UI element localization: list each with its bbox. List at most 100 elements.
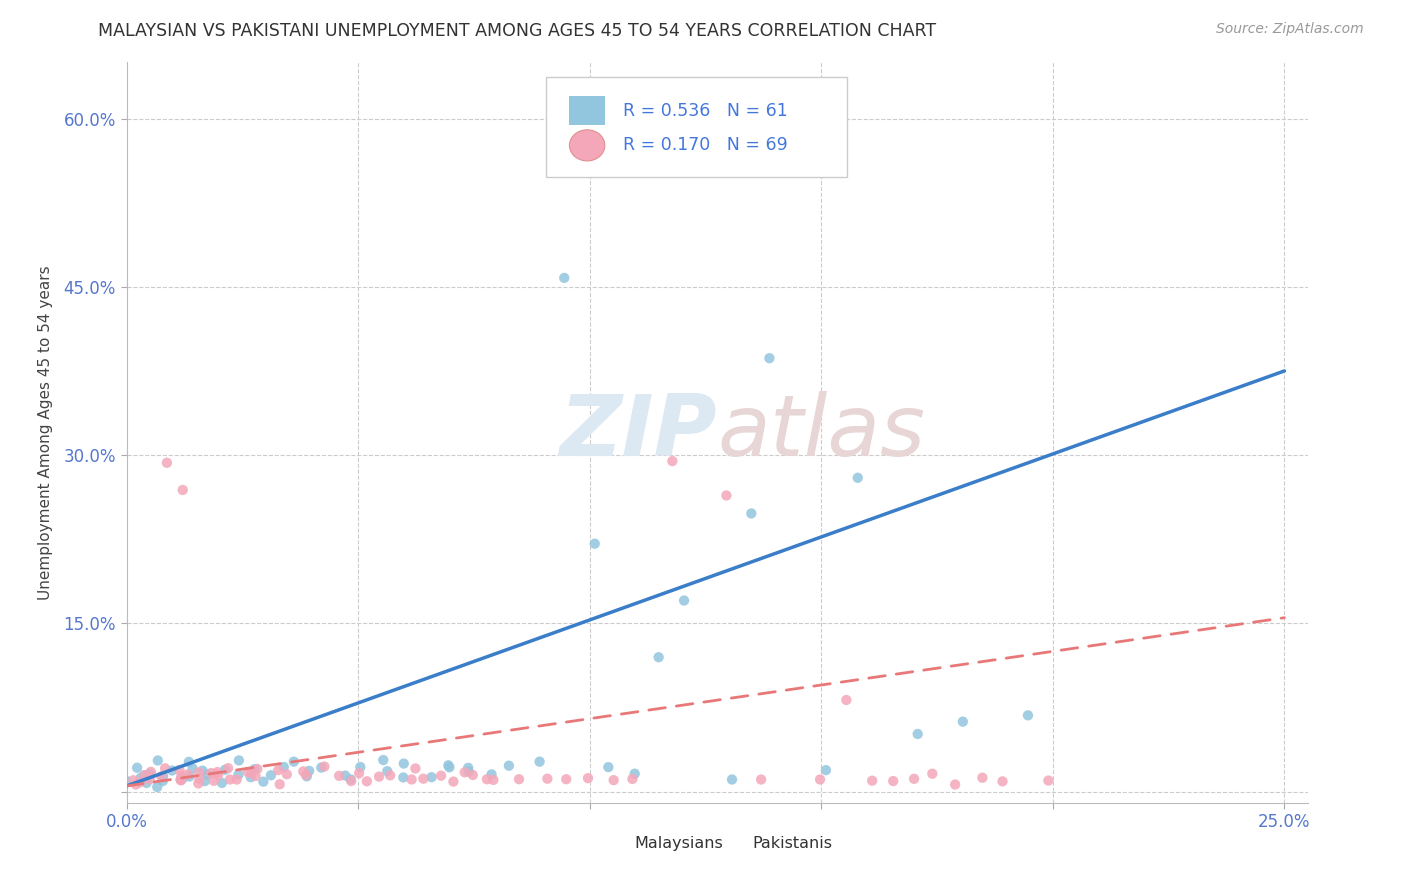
Point [129, 775, 152, 789]
Point [758, 351, 780, 366]
Text: Malaysians: Malaysians [634, 836, 723, 851]
Point [716, 488, 738, 502]
Point [188, 765, 211, 780]
Point [602, 773, 624, 788]
Point [125, 778, 148, 792]
Point [835, 693, 858, 707]
Point [152, 774, 174, 789]
Point [202, 773, 225, 788]
Point [903, 772, 925, 786]
Point [138, 766, 160, 780]
Point [228, 767, 250, 781]
Point [170, 773, 193, 788]
Point [252, 774, 274, 789]
Point [115, 773, 138, 788]
Point [129, 771, 152, 785]
Point [1038, 773, 1060, 788]
Point [420, 770, 443, 784]
Point [347, 766, 370, 780]
Point [461, 768, 484, 782]
Point [122, 773, 145, 788]
Bar [569, 95, 605, 126]
Point [243, 762, 266, 776]
Point [621, 772, 644, 786]
Point [228, 753, 250, 767]
Ellipse shape [569, 130, 605, 161]
Point [207, 768, 229, 782]
Point [187, 776, 209, 790]
Point [179, 770, 201, 784]
Point [200, 766, 222, 780]
Point [211, 776, 233, 790]
Point [127, 761, 149, 775]
Point [335, 768, 357, 782]
Point [749, 772, 772, 787]
Point [276, 767, 298, 781]
Point [146, 780, 169, 794]
Point [260, 768, 283, 782]
Point [170, 769, 193, 783]
Point [529, 755, 551, 769]
Point [314, 759, 336, 773]
Point [991, 774, 1014, 789]
Point [217, 761, 239, 775]
Point [292, 764, 315, 779]
Point [740, 507, 762, 521]
Text: Source: ZipAtlas.com: Source: ZipAtlas.com [1216, 22, 1364, 37]
Point [283, 755, 305, 769]
Point [661, 454, 683, 468]
Point [457, 761, 479, 775]
Point [583, 537, 606, 551]
Point [814, 763, 837, 777]
Point [172, 772, 194, 786]
Point [240, 766, 263, 780]
Point [508, 772, 530, 787]
Point [482, 772, 505, 787]
Point [952, 714, 974, 729]
Point [439, 760, 461, 774]
Text: ZIP: ZIP [560, 391, 717, 475]
Point [156, 456, 179, 470]
Point [169, 763, 191, 777]
Point [328, 769, 350, 783]
Bar [596, 830, 626, 857]
Point [921, 766, 943, 780]
Text: atlas: atlas [717, 391, 925, 475]
Point [972, 771, 994, 785]
FancyBboxPatch shape [546, 78, 846, 178]
Point [555, 772, 578, 787]
Point [188, 772, 211, 786]
Point [598, 760, 620, 774]
Point [207, 765, 229, 780]
Point [169, 772, 191, 787]
Point [150, 769, 173, 783]
Point [170, 772, 193, 787]
Point [412, 772, 434, 786]
Point [191, 764, 214, 778]
Point [239, 770, 262, 784]
Point [245, 769, 267, 783]
Point [152, 769, 174, 783]
Point [197, 767, 219, 781]
Point [311, 760, 333, 774]
Point [457, 764, 479, 779]
Point [392, 756, 415, 771]
Point [441, 774, 464, 789]
Point [139, 764, 162, 779]
Point [673, 593, 696, 607]
Point [475, 772, 498, 787]
Point [356, 774, 378, 789]
Y-axis label: Unemployment Among Ages 45 to 54 years: Unemployment Among Ages 45 to 54 years [38, 265, 52, 600]
Point [536, 772, 558, 786]
Point [298, 764, 321, 778]
Point [846, 471, 869, 485]
Point [404, 761, 426, 775]
Point [349, 760, 371, 774]
Point [269, 777, 291, 791]
Point [176, 767, 198, 781]
Point [808, 772, 831, 787]
Point [375, 764, 398, 779]
Point [860, 773, 883, 788]
Point [368, 770, 391, 784]
Text: R = 0.170   N = 69: R = 0.170 N = 69 [623, 136, 787, 154]
